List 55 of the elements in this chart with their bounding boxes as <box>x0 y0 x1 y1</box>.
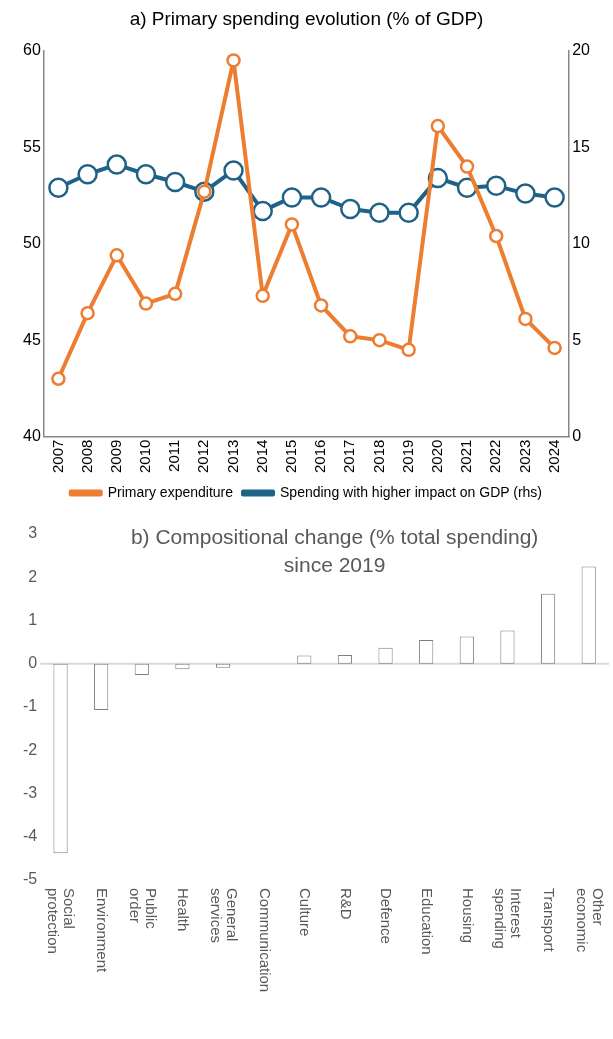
y-tick-label: -4 <box>22 827 38 845</box>
y-tick-label: -2 <box>22 740 38 758</box>
chart-title: b) Compositional change (% total spending) since 2019 <box>130 525 539 577</box>
x-tick-label: 2007 <box>48 439 66 474</box>
y-tick-label: 1 <box>28 610 38 628</box>
y-tick-label: 3 <box>28 524 38 542</box>
x-tick-label: R&D <box>337 888 355 920</box>
chart-title: a) Primary spending evolution (% of GDP) <box>129 7 484 29</box>
x-tick-label: 2012 <box>194 439 212 474</box>
y2-tick-label: 20 <box>572 41 591 59</box>
y2-tick-label: 10 <box>572 234 591 252</box>
x-tick-label: 2014 <box>252 439 270 474</box>
x-tick-label: 2008 <box>77 439 95 474</box>
y-tick-label: -3 <box>22 783 38 801</box>
x-tick-label: 2018 <box>369 439 387 474</box>
y-tick-label: 40 <box>23 427 41 445</box>
y-tick-label: 0 <box>28 654 38 672</box>
y-tick-label: 2 <box>28 567 38 585</box>
y-tick-label: 60 <box>23 41 41 59</box>
x-tick-label: Communication <box>256 888 274 993</box>
x-tick-label: 2019 <box>398 439 416 474</box>
y2-tick-label: 0 <box>572 427 582 445</box>
x-tick-label: 2009 <box>106 439 124 474</box>
y-tick-label: -1 <box>22 697 38 715</box>
x-tick-label: 2023 <box>515 439 533 474</box>
y-tick-label: -5 <box>22 870 38 888</box>
x-tick-label: Interest spending <box>492 888 526 949</box>
x-tick-label: 2013 <box>223 439 241 474</box>
x-tick-label: Culture <box>297 888 315 937</box>
y-tick-label: 45 <box>23 330 41 348</box>
x-tick-label: 2021 <box>457 439 475 474</box>
x-tick-label: Public order <box>126 888 160 930</box>
x-tick-label: 2011 <box>165 439 183 472</box>
x-tick-label: Housing <box>459 888 477 944</box>
y-tick-label: 55 <box>23 137 41 155</box>
legend-label: Spending with higher impact on GDP (rhs) <box>280 483 543 500</box>
x-tick-label: 2016 <box>311 439 329 474</box>
x-tick-label: Social protection <box>45 888 79 954</box>
x-tick-label: Environment <box>94 888 112 974</box>
x-tick-label: Other economic <box>573 888 607 953</box>
y2-tick-label: 5 <box>572 330 582 348</box>
x-tick-label: 2022 <box>486 439 504 474</box>
x-tick-label: General services <box>207 888 241 944</box>
x-tick-label: Health <box>175 888 193 932</box>
x-tick-label: 2015 <box>282 439 300 474</box>
y-tick-label: 50 <box>23 234 41 252</box>
x-tick-label: 2010 <box>136 439 154 474</box>
x-tick-label: 2017 <box>340 439 358 474</box>
y2-tick-label: 15 <box>572 137 591 155</box>
x-tick-label: 2020 <box>427 439 445 474</box>
x-tick-label: 2024 <box>544 439 562 474</box>
x-tick-label: Education <box>419 888 437 955</box>
legend-label: Primary expenditure <box>107 483 234 500</box>
x-tick-label: Defence <box>378 888 396 944</box>
x-tick-label: Transport <box>540 888 558 953</box>
